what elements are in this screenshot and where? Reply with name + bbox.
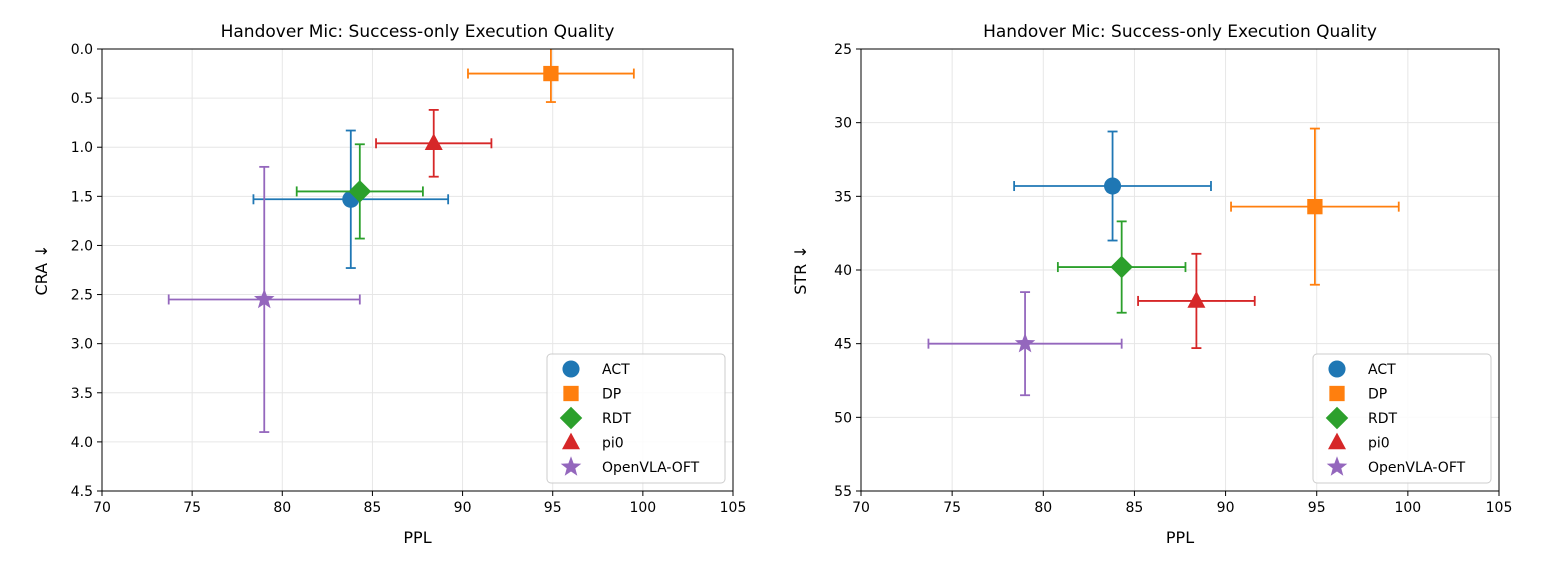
series-rdt bbox=[1056, 220, 1187, 314]
y-tick-label: 30 bbox=[834, 116, 852, 132]
y-tick-label: 0.0 bbox=[71, 42, 93, 58]
x-axis-label: PPL bbox=[403, 528, 431, 547]
legend-marker-dp bbox=[1329, 385, 1345, 402]
series-pi0 bbox=[1137, 252, 1256, 349]
y-axis-label: CRA ↓ bbox=[32, 244, 51, 295]
axes-frame bbox=[860, 48, 1500, 492]
legend-label: OpenVLA-OFT bbox=[1368, 460, 1466, 476]
x-tick-label: 95 bbox=[544, 500, 562, 516]
x-tick-label: 75 bbox=[183, 500, 201, 516]
y-tick-label: 4.0 bbox=[71, 435, 93, 451]
legend-label: ACT bbox=[1368, 362, 1396, 378]
data-point-dp bbox=[543, 65, 559, 82]
legend-label: RDT bbox=[602, 411, 632, 427]
legend-box bbox=[546, 353, 726, 484]
legend: ACT DP RDT pi0 OpenVLA-OFT bbox=[546, 353, 726, 484]
x-tick-label: 75 bbox=[943, 500, 961, 516]
x-tick-label: 85 bbox=[1126, 500, 1144, 516]
legend-marker-openvla-oft bbox=[560, 456, 582, 476]
x-tick-label: 80 bbox=[273, 500, 291, 516]
chart-2: 70 75 80 85 90 95 100 105 25 30 35 40 45 50 55 Handover… bbox=[791, 22, 1512, 547]
x-tick-label: 70 bbox=[852, 500, 870, 516]
y-tick-label: 2.5 bbox=[71, 288, 93, 304]
x-tick-label: 105 bbox=[720, 500, 747, 516]
data-point-rdt bbox=[1110, 255, 1133, 279]
legend-label: pi0 bbox=[602, 436, 624, 452]
x-tick-label: 100 bbox=[629, 500, 656, 516]
legend-label: ACT bbox=[602, 362, 630, 378]
chart-title: Handover Mic: Success-only Execution Qua… bbox=[983, 22, 1377, 42]
series-dp bbox=[1230, 127, 1400, 286]
data-point-pi0 bbox=[1187, 291, 1206, 308]
x-tick-label: 90 bbox=[454, 500, 472, 516]
y-tick-label: 4.5 bbox=[71, 484, 93, 500]
legend-marker-openvla-oft bbox=[1326, 456, 1348, 476]
y-tick-label: 2.0 bbox=[71, 238, 93, 254]
chart-title: Handover Mic: Success-only Execution Qua… bbox=[221, 22, 615, 42]
legend-label: DP bbox=[1368, 387, 1387, 403]
legend-marker-rdt bbox=[1325, 406, 1349, 430]
y-tick-label: 3.0 bbox=[71, 337, 93, 353]
legend-label: pi0 bbox=[1368, 436, 1390, 452]
series-dp bbox=[467, 49, 635, 103]
y-axis-label: STR ↓ bbox=[791, 245, 810, 295]
data-point-openvla-oft bbox=[1014, 332, 1036, 353]
series-act bbox=[1013, 130, 1212, 242]
y-tick-label: 45 bbox=[834, 337, 852, 353]
axes-frame bbox=[101, 48, 734, 492]
x-tick-label: 100 bbox=[1394, 500, 1421, 516]
x-tick-label: 90 bbox=[1217, 500, 1235, 516]
legend-marker-rdt bbox=[559, 406, 583, 430]
legend-marker-act bbox=[1328, 360, 1346, 378]
y-tick-label: 3.5 bbox=[71, 386, 93, 402]
y-tick-label: 55 bbox=[834, 484, 852, 500]
legend-label: DP bbox=[602, 387, 621, 403]
data-point-openvla-oft bbox=[254, 288, 275, 309]
x-tick-label: 85 bbox=[364, 500, 382, 516]
x-tick-label: 95 bbox=[1308, 500, 1326, 516]
y-tick-label: 50 bbox=[834, 410, 852, 426]
series-openvla-oft bbox=[167, 165, 361, 433]
legend-marker-dp bbox=[563, 385, 579, 402]
data-point-rdt bbox=[348, 180, 372, 203]
y-tick-label: 25 bbox=[834, 42, 852, 58]
chart-1: 70 75 80 85 90 95 100 105 0.0 0.5 1.0 1.5 2.0 2.5 3.0 3… bbox=[32, 22, 746, 547]
series-pi0 bbox=[375, 108, 493, 178]
series-rdt bbox=[295, 143, 424, 240]
data-point-dp bbox=[1307, 198, 1323, 215]
x-axis-label: PPL bbox=[1166, 528, 1194, 547]
legend-marker-act bbox=[562, 360, 580, 378]
y-tick-label: 40 bbox=[834, 263, 852, 279]
x-tick-label: 70 bbox=[93, 500, 111, 516]
y-tick-label: 1.5 bbox=[71, 189, 93, 205]
plot-area bbox=[927, 127, 1400, 397]
x-tick-label: 105 bbox=[1486, 500, 1513, 516]
legend-marker-pi0 bbox=[562, 432, 580, 450]
legend-label: OpenVLA-OFT bbox=[602, 460, 700, 476]
series-openvla-oft bbox=[927, 291, 1123, 397]
legend-box bbox=[1312, 353, 1492, 484]
y-tick-label: 35 bbox=[834, 189, 852, 205]
legend: ACT DP RDT pi0 OpenVLA-OFT bbox=[1312, 353, 1492, 484]
data-point-act bbox=[1104, 177, 1122, 195]
plot-area bbox=[167, 49, 635, 433]
data-point-pi0 bbox=[424, 133, 443, 151]
legend-label: RDT bbox=[1368, 411, 1398, 427]
y-tick-label: 1.0 bbox=[71, 140, 93, 156]
y-tick-label: 0.5 bbox=[71, 91, 93, 107]
legend-marker-pi0 bbox=[1328, 432, 1346, 450]
x-tick-label: 80 bbox=[1034, 500, 1052, 516]
